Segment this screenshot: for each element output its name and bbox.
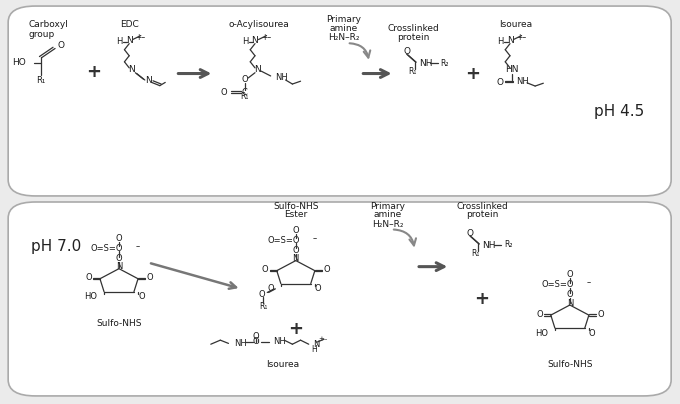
Text: R₁: R₁	[471, 249, 479, 258]
Text: Carboxyl: Carboxyl	[29, 20, 69, 29]
Text: Crosslinked: Crosslinked	[457, 202, 509, 210]
Text: R₁: R₁	[259, 302, 267, 311]
Text: O: O	[566, 290, 573, 299]
Text: Sulfo-NHS: Sulfo-NHS	[273, 202, 318, 210]
Text: H: H	[242, 37, 248, 46]
Text: HO: HO	[12, 58, 26, 67]
Text: N: N	[126, 36, 133, 45]
Text: N: N	[292, 254, 299, 263]
Text: H₂N–R₂: H₂N–R₂	[372, 220, 403, 229]
Text: HN: HN	[505, 65, 519, 74]
Text: O: O	[220, 88, 227, 97]
Text: –: –	[586, 278, 590, 287]
Text: R₂: R₂	[504, 240, 513, 249]
Text: NH: NH	[516, 77, 529, 86]
Text: HO: HO	[535, 329, 548, 338]
Text: Crosslinked: Crosslinked	[388, 24, 439, 33]
Text: O: O	[267, 284, 274, 293]
Text: O: O	[253, 332, 260, 341]
Text: N: N	[116, 262, 122, 271]
Text: o-Acylisourea: o-Acylisourea	[228, 20, 289, 29]
Text: O=S=O: O=S=O	[267, 236, 300, 245]
Text: O: O	[566, 270, 573, 279]
Text: O=S=O: O=S=O	[90, 244, 123, 253]
Text: +–: +–	[261, 33, 271, 42]
Text: amine: amine	[329, 24, 358, 33]
Text: NH: NH	[234, 339, 247, 348]
Text: Sulfo-NHS: Sulfo-NHS	[547, 360, 592, 369]
Text: NH: NH	[273, 337, 286, 346]
Text: EDC: EDC	[120, 20, 139, 29]
Text: group: group	[29, 30, 55, 39]
Text: O: O	[536, 310, 543, 319]
Text: H₂N–R₂: H₂N–R₂	[328, 34, 359, 42]
Text: O: O	[262, 265, 269, 274]
Text: Isourea: Isourea	[266, 360, 299, 369]
Text: R₁: R₁	[408, 67, 416, 76]
Text: O: O	[146, 274, 153, 282]
Text: Primary: Primary	[326, 15, 361, 24]
Text: protein: protein	[397, 33, 430, 42]
Text: +–: +–	[318, 337, 328, 342]
Text: N: N	[145, 76, 152, 85]
Text: O: O	[323, 265, 330, 274]
Text: O: O	[597, 310, 604, 319]
Text: protein: protein	[466, 210, 499, 219]
Text: O: O	[258, 290, 265, 299]
Text: NH: NH	[275, 74, 288, 82]
Text: O=S=O: O=S=O	[541, 280, 574, 289]
Text: N: N	[254, 65, 260, 74]
Text: N: N	[566, 299, 573, 307]
Text: O: O	[138, 292, 145, 301]
Text: NH: NH	[482, 241, 496, 250]
Text: O: O	[292, 226, 299, 235]
Text: H: H	[497, 37, 503, 46]
Text: C: C	[253, 337, 258, 346]
Text: +: +	[465, 65, 480, 82]
Text: O: O	[403, 47, 410, 56]
Text: NH: NH	[419, 59, 432, 68]
Text: +–: +–	[135, 33, 146, 42]
Text: N: N	[252, 36, 258, 45]
Text: O: O	[116, 234, 122, 243]
Text: pH 7.0: pH 7.0	[31, 239, 81, 254]
Text: C: C	[242, 88, 248, 97]
Text: +–: +–	[516, 33, 526, 42]
Text: O: O	[466, 229, 473, 238]
Text: N: N	[313, 340, 319, 349]
Text: O: O	[241, 76, 248, 84]
Text: amine: amine	[373, 210, 402, 219]
Text: H: H	[311, 345, 317, 354]
Text: +: +	[474, 290, 489, 308]
FancyBboxPatch shape	[8, 6, 671, 196]
Text: R₁: R₁	[241, 92, 249, 101]
Text: O: O	[496, 78, 503, 86]
Text: Isourea: Isourea	[499, 20, 532, 29]
Text: H: H	[116, 37, 122, 46]
Text: Primary: Primary	[370, 202, 405, 210]
Text: O: O	[116, 254, 122, 263]
Text: O: O	[315, 284, 322, 293]
Text: Sulfo-NHS: Sulfo-NHS	[97, 319, 141, 328]
FancyBboxPatch shape	[8, 202, 671, 396]
Text: Ester: Ester	[284, 210, 307, 219]
Text: N: N	[507, 36, 513, 45]
Text: –: –	[135, 242, 139, 251]
Text: –: –	[312, 234, 316, 243]
Text: O: O	[58, 41, 65, 50]
Text: O: O	[589, 329, 596, 338]
Text: R₁: R₁	[36, 76, 46, 85]
Text: O: O	[85, 274, 92, 282]
Text: N: N	[128, 65, 135, 74]
Text: HO: HO	[84, 292, 97, 301]
Text: O: O	[292, 246, 299, 255]
Text: +: +	[288, 320, 303, 338]
Text: pH 4.5: pH 4.5	[594, 103, 644, 119]
Text: +: +	[86, 63, 101, 81]
Text: R₂: R₂	[441, 59, 449, 67]
